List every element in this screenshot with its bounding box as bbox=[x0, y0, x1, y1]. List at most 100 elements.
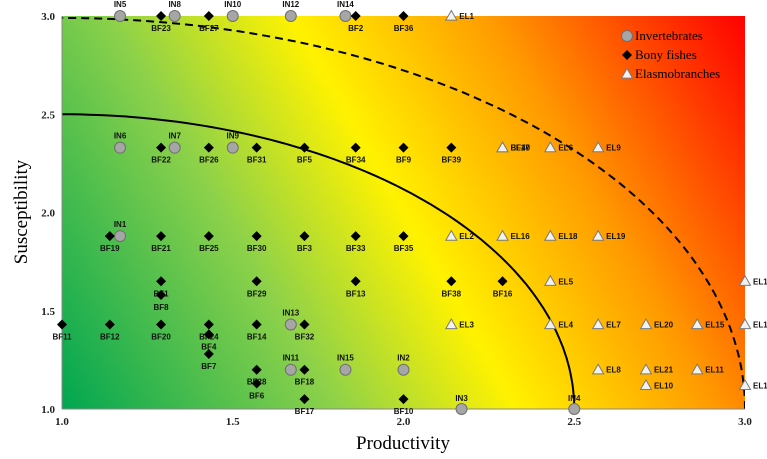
point-in13 bbox=[284, 318, 297, 331]
point-label-el5: EL5 bbox=[558, 277, 573, 286]
point-bf1 bbox=[156, 276, 167, 287]
legend-label: Elasmobranches bbox=[635, 66, 720, 81]
point-label-el10: EL10 bbox=[654, 381, 674, 390]
point-label-in12: IN12 bbox=[282, 0, 299, 9]
point-label-in9: IN9 bbox=[227, 132, 240, 141]
point-el15 bbox=[690, 317, 704, 330]
point-in12 bbox=[284, 10, 297, 22]
point-el20 bbox=[639, 317, 653, 330]
point-bf4 bbox=[203, 329, 214, 340]
point-in4 bbox=[568, 403, 581, 415]
x-tick-label: 2.5 bbox=[567, 416, 581, 428]
point-label-in8: IN8 bbox=[168, 0, 181, 9]
point-bf33 bbox=[350, 231, 361, 242]
point-label-el15: EL15 bbox=[705, 321, 725, 330]
point-bf30 bbox=[251, 231, 262, 242]
point-in3 bbox=[455, 403, 468, 415]
point-label-el9: EL9 bbox=[606, 144, 621, 153]
point-label-bf34: BF34 bbox=[346, 156, 366, 165]
point-bf8 bbox=[156, 290, 167, 301]
data-points: IN5 IN8 IN10 IN12 IN14 IN6 IN7 IN9 IN1 IN13 IN11 IN… bbox=[52, 0, 767, 416]
y-tick-label: 1.5 bbox=[41, 306, 55, 318]
x-tick-label: 3.0 bbox=[738, 416, 752, 428]
point-bf32 bbox=[299, 319, 310, 330]
point-label-bf31: BF31 bbox=[247, 156, 267, 165]
point-label-bf3: BF3 bbox=[297, 244, 313, 253]
point-bf20 bbox=[156, 319, 167, 330]
plot-background bbox=[62, 16, 745, 409]
axes: 1.0 1.5 2.0 2.5 3.0 1.0 1.5 2.0 2.5 3.0 bbox=[41, 11, 752, 428]
point-bf2 bbox=[350, 11, 361, 21]
point-in10 bbox=[226, 10, 239, 22]
point-label-in6: IN6 bbox=[114, 132, 127, 141]
legend-marker-circle bbox=[621, 30, 633, 42]
point-label-bf40: BF40 bbox=[511, 144, 531, 153]
point-label-el4: EL4 bbox=[558, 321, 573, 330]
legend-marker-triangle bbox=[620, 67, 634, 79]
point-label-bf22: BF22 bbox=[151, 156, 171, 165]
point-label-bf16: BF16 bbox=[493, 289, 513, 298]
point-bf7 bbox=[203, 348, 214, 359]
point-label-bf7: BF7 bbox=[201, 362, 217, 371]
point-bf23 bbox=[156, 11, 167, 21]
point-label-el2: EL2 bbox=[459, 232, 474, 241]
point-label-bf26: BF26 bbox=[199, 156, 219, 165]
point-label-in2: IN2 bbox=[397, 354, 410, 363]
point-label-bf17: BF17 bbox=[295, 407, 315, 416]
point-label-bf19: BF19 bbox=[100, 244, 120, 253]
legend-marker-diamond bbox=[622, 50, 632, 60]
point-el12 bbox=[738, 274, 752, 286]
point-label-bf25: BF25 bbox=[199, 244, 219, 253]
point-in8 bbox=[168, 10, 181, 22]
point-bf12 bbox=[104, 319, 115, 330]
y-tick-label: 1.0 bbox=[41, 404, 55, 416]
point-bf18 bbox=[299, 364, 310, 375]
risk-curve-solid bbox=[62, 113, 576, 409]
y-axis-title: Susceptibility bbox=[11, 159, 32, 264]
point-label-bf27: BF27 bbox=[199, 24, 219, 33]
point-in15 bbox=[339, 363, 352, 376]
point-bf39 bbox=[446, 142, 457, 153]
point-label-bf32: BF32 bbox=[295, 333, 315, 342]
point-in5 bbox=[114, 10, 127, 22]
point-in6 bbox=[114, 141, 127, 154]
point-bf38 bbox=[446, 276, 457, 287]
point-label-in15: IN15 bbox=[337, 354, 354, 363]
point-label-bf33: BF33 bbox=[346, 244, 366, 253]
point-label-bf39: BF39 bbox=[442, 156, 462, 165]
legend-label: Invertebrates bbox=[635, 28, 703, 43]
point-label-bf6: BF6 bbox=[249, 391, 265, 400]
point-label-el20: EL20 bbox=[654, 321, 674, 330]
x-axis-title: Productivity bbox=[356, 433, 450, 454]
y-tick-label: 3.0 bbox=[41, 11, 55, 23]
point-label-in4: IN4 bbox=[568, 394, 581, 403]
point-bf35 bbox=[398, 231, 409, 242]
point-label-bf36: BF36 bbox=[394, 24, 414, 33]
point-el10 bbox=[639, 378, 653, 391]
point-label-in10: IN10 bbox=[224, 0, 241, 9]
point-el13 bbox=[738, 317, 752, 330]
point-label-in11: IN11 bbox=[283, 354, 300, 363]
point-label-bf20: BF20 bbox=[151, 333, 171, 342]
point-el3 bbox=[444, 317, 458, 330]
point-label-bf10: BF10 bbox=[394, 407, 414, 416]
point-in14 bbox=[339, 10, 352, 22]
point-el6 bbox=[543, 141, 557, 153]
point-label-el16: EL16 bbox=[511, 232, 531, 241]
point-bf36 bbox=[398, 11, 409, 21]
point-bf10 bbox=[398, 394, 409, 405]
point-bf13 bbox=[350, 276, 361, 287]
point-label-bf23: BF23 bbox=[151, 24, 171, 33]
legend: Invertebrates Bony fishes Elasmobranches bbox=[620, 28, 720, 81]
point-label-bf35: BF35 bbox=[394, 244, 414, 253]
point-bf34 bbox=[350, 142, 361, 153]
point-bf5 bbox=[299, 142, 310, 153]
point-label-bf8: BF8 bbox=[153, 303, 169, 312]
point-bf31 bbox=[251, 142, 262, 153]
point-el9 bbox=[591, 141, 605, 153]
point-in11 bbox=[284, 363, 297, 376]
point-label-bf11: BF11 bbox=[52, 333, 72, 342]
point-el14 bbox=[738, 378, 752, 391]
point-label-in1: IN1 bbox=[114, 220, 127, 229]
